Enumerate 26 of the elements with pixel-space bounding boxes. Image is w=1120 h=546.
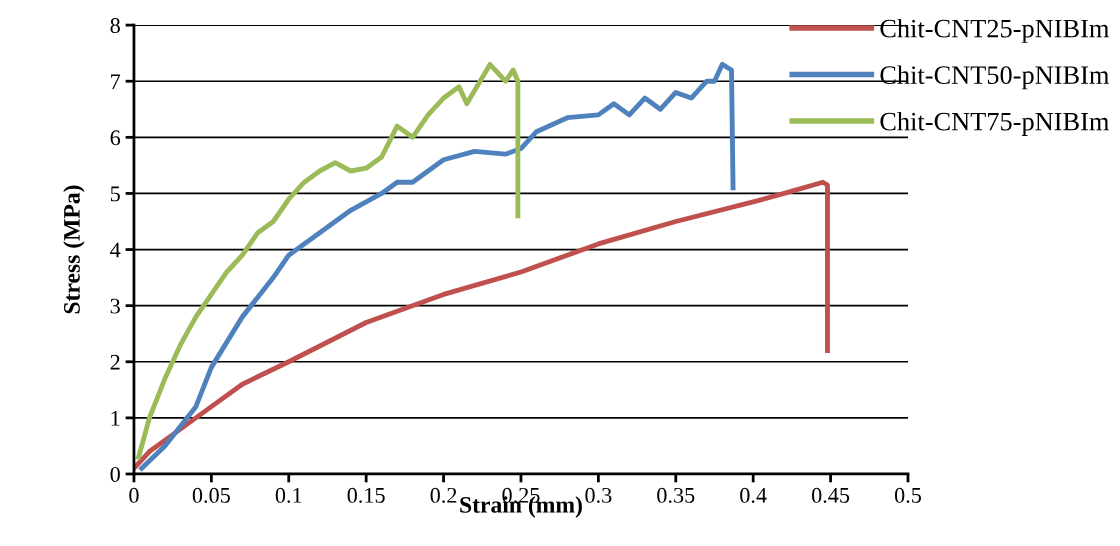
x-tick-label: 0.5: [894, 487, 921, 503]
y-tick-label: 4: [110, 242, 121, 258]
x-tick-label: 0.35: [657, 487, 695, 503]
x-tick-label: 0.2: [430, 487, 457, 503]
line-series: [133, 179, 830, 471]
y-tick-label: 2: [110, 354, 120, 370]
legend-label: Chit-CNT50-pNIBIm: [880, 65, 1110, 90]
y-tick-label: 5: [110, 186, 120, 202]
line-series: [139, 61, 736, 471]
x-tick-label: 0.05: [192, 487, 230, 503]
y-axis-title: Stress (MPa): [63, 185, 85, 314]
x-tick-label: 0.3: [585, 487, 612, 503]
y-tick-label: 7: [111, 74, 121, 89]
y-tick-label: 3: [110, 298, 120, 314]
legend-label: Chit-CNT25-pNIBIm: [880, 18, 1110, 43]
line-series: [136, 61, 521, 460]
x-tick-label: 0.45: [811, 487, 850, 503]
y-tick-label: 1: [111, 410, 120, 426]
x-tick-label: 0.1: [275, 487, 302, 503]
y-tick-label: 0: [110, 466, 120, 482]
legend-label: Chit-CNT75-pNIBIm: [880, 111, 1110, 136]
x-tick-label: 0.15: [347, 487, 385, 503]
x-tick-label: 0: [129, 487, 139, 503]
y-tick-label: 8: [110, 18, 120, 34]
x-tick-label: 0.4: [740, 487, 767, 503]
y-tick-label: 6: [110, 130, 121, 146]
